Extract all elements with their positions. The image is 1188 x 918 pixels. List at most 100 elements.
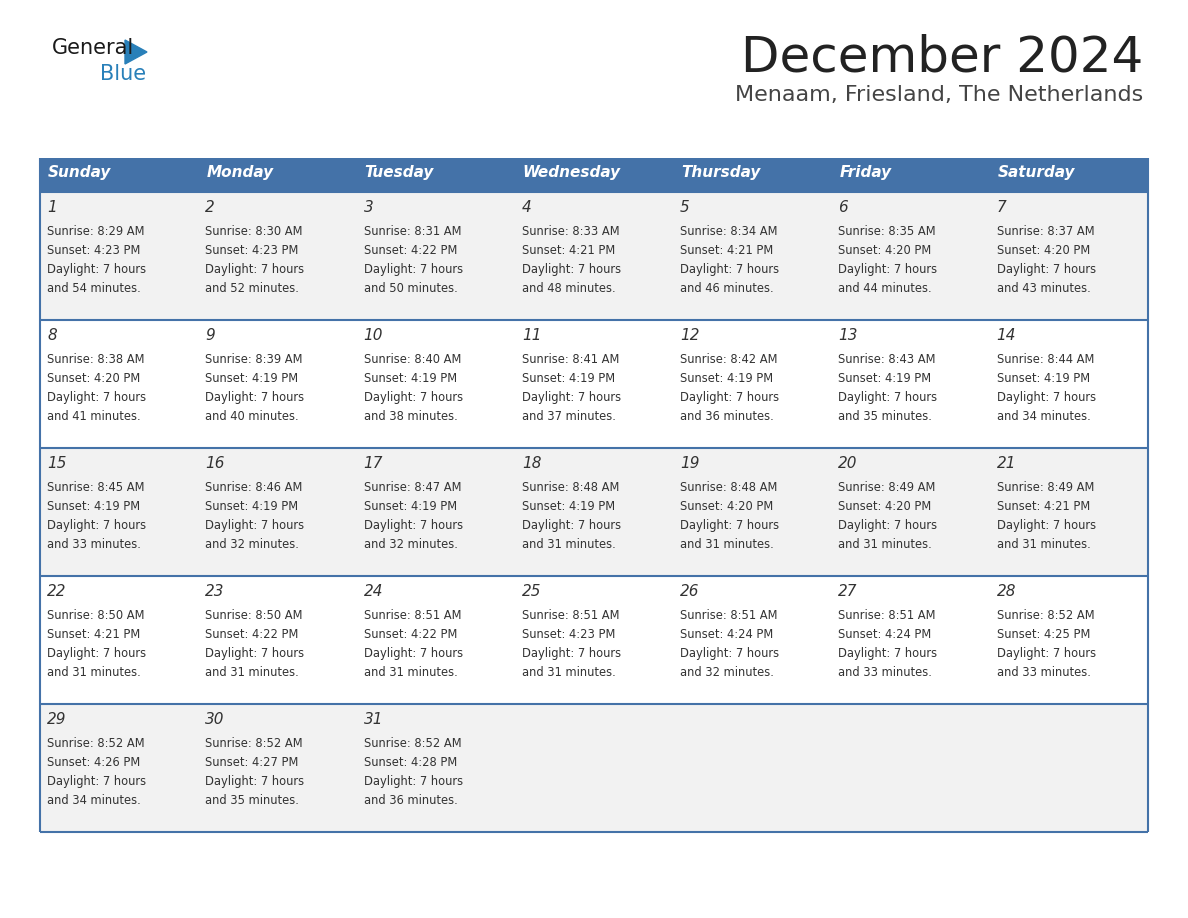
Text: Sunset: 4:19 PM: Sunset: 4:19 PM xyxy=(522,372,615,385)
Text: Tuesday: Tuesday xyxy=(365,165,434,180)
Bar xyxy=(198,192,356,320)
Text: and 38 minutes.: and 38 minutes. xyxy=(364,410,457,423)
Bar xyxy=(40,320,198,448)
Text: Wednesday: Wednesday xyxy=(523,165,621,180)
Text: Menaam, Friesland, The Netherlands: Menaam, Friesland, The Netherlands xyxy=(734,85,1143,105)
Text: Sunrise: 8:42 AM: Sunrise: 8:42 AM xyxy=(681,353,778,366)
Bar xyxy=(40,448,198,576)
Text: Sunset: 4:22 PM: Sunset: 4:22 PM xyxy=(364,244,457,257)
Text: Monday: Monday xyxy=(207,165,273,180)
Text: Daylight: 7 hours: Daylight: 7 hours xyxy=(522,263,621,276)
Text: Sunrise: 8:49 AM: Sunrise: 8:49 AM xyxy=(839,481,936,494)
Text: Friday: Friday xyxy=(840,165,891,180)
Text: and 32 minutes.: and 32 minutes. xyxy=(364,538,457,551)
Text: Sunrise: 8:44 AM: Sunrise: 8:44 AM xyxy=(997,353,1094,366)
Text: Daylight: 7 hours: Daylight: 7 hours xyxy=(681,519,779,532)
Text: Daylight: 7 hours: Daylight: 7 hours xyxy=(522,647,621,660)
Polygon shape xyxy=(125,40,147,64)
Text: Sunset: 4:25 PM: Sunset: 4:25 PM xyxy=(997,628,1091,641)
Text: Sunset: 4:20 PM: Sunset: 4:20 PM xyxy=(48,372,140,385)
Text: 31: 31 xyxy=(364,712,383,727)
Text: Daylight: 7 hours: Daylight: 7 hours xyxy=(364,263,462,276)
Text: Sunrise: 8:43 AM: Sunrise: 8:43 AM xyxy=(839,353,936,366)
Bar xyxy=(990,576,1148,704)
Text: and 31 minutes.: and 31 minutes. xyxy=(48,666,140,679)
Text: 25: 25 xyxy=(522,584,542,599)
Text: Daylight: 7 hours: Daylight: 7 hours xyxy=(839,647,937,660)
Text: 5: 5 xyxy=(681,200,690,215)
Text: Sunrise: 8:52 AM: Sunrise: 8:52 AM xyxy=(997,609,1094,622)
Text: Sunset: 4:20 PM: Sunset: 4:20 PM xyxy=(681,500,773,513)
Text: and 41 minutes.: and 41 minutes. xyxy=(48,410,140,423)
Text: Daylight: 7 hours: Daylight: 7 hours xyxy=(522,519,621,532)
Text: Daylight: 7 hours: Daylight: 7 hours xyxy=(364,647,462,660)
Text: Sunrise: 8:52 AM: Sunrise: 8:52 AM xyxy=(206,737,303,750)
Text: 9: 9 xyxy=(206,328,215,343)
Text: 30: 30 xyxy=(206,712,225,727)
Text: Sunset: 4:21 PM: Sunset: 4:21 PM xyxy=(48,628,140,641)
Bar xyxy=(674,192,832,320)
Text: Sunrise: 8:49 AM: Sunrise: 8:49 AM xyxy=(997,481,1094,494)
Text: and 37 minutes.: and 37 minutes. xyxy=(522,410,615,423)
Text: Daylight: 7 hours: Daylight: 7 hours xyxy=(206,775,304,788)
Text: Sunday: Sunday xyxy=(48,165,112,180)
Bar xyxy=(40,576,198,704)
Text: 28: 28 xyxy=(997,584,1016,599)
Text: Sunset: 4:19 PM: Sunset: 4:19 PM xyxy=(206,500,298,513)
Text: 2: 2 xyxy=(206,200,215,215)
Text: Sunset: 4:19 PM: Sunset: 4:19 PM xyxy=(522,500,615,513)
Bar xyxy=(674,158,832,192)
Text: 8: 8 xyxy=(48,328,57,343)
Text: 13: 13 xyxy=(839,328,858,343)
Text: Sunrise: 8:39 AM: Sunrise: 8:39 AM xyxy=(206,353,303,366)
Text: Sunrise: 8:35 AM: Sunrise: 8:35 AM xyxy=(839,225,936,238)
Text: 22: 22 xyxy=(48,584,67,599)
Bar xyxy=(832,158,990,192)
Text: Daylight: 7 hours: Daylight: 7 hours xyxy=(364,391,462,404)
Text: Sunrise: 8:50 AM: Sunrise: 8:50 AM xyxy=(206,609,303,622)
Text: Daylight: 7 hours: Daylight: 7 hours xyxy=(997,647,1095,660)
Text: Daylight: 7 hours: Daylight: 7 hours xyxy=(48,263,146,276)
Text: Daylight: 7 hours: Daylight: 7 hours xyxy=(48,519,146,532)
Text: Sunrise: 8:34 AM: Sunrise: 8:34 AM xyxy=(681,225,778,238)
Bar xyxy=(514,704,674,832)
Bar xyxy=(514,576,674,704)
Text: and 50 minutes.: and 50 minutes. xyxy=(364,282,457,295)
Text: Sunset: 4:19 PM: Sunset: 4:19 PM xyxy=(206,372,298,385)
Text: and 54 minutes.: and 54 minutes. xyxy=(48,282,140,295)
Text: Sunrise: 8:50 AM: Sunrise: 8:50 AM xyxy=(48,609,145,622)
Bar xyxy=(990,704,1148,832)
Text: Sunset: 4:20 PM: Sunset: 4:20 PM xyxy=(997,244,1089,257)
Text: Sunset: 4:20 PM: Sunset: 4:20 PM xyxy=(839,244,931,257)
Bar xyxy=(832,320,990,448)
Text: Daylight: 7 hours: Daylight: 7 hours xyxy=(997,519,1095,532)
Text: and 40 minutes.: and 40 minutes. xyxy=(206,410,299,423)
Bar xyxy=(990,158,1148,192)
Bar xyxy=(832,448,990,576)
Text: 11: 11 xyxy=(522,328,542,343)
Text: Sunset: 4:27 PM: Sunset: 4:27 PM xyxy=(206,756,298,769)
Text: 29: 29 xyxy=(48,712,67,727)
Bar xyxy=(40,158,198,192)
Bar xyxy=(356,448,514,576)
Bar xyxy=(40,704,198,832)
Text: and 34 minutes.: and 34 minutes. xyxy=(997,410,1091,423)
Text: Daylight: 7 hours: Daylight: 7 hours xyxy=(48,391,146,404)
Text: Saturday: Saturday xyxy=(998,165,1075,180)
Text: December 2024: December 2024 xyxy=(741,33,1143,81)
Bar xyxy=(198,320,356,448)
Bar xyxy=(356,576,514,704)
Text: Daylight: 7 hours: Daylight: 7 hours xyxy=(522,391,621,404)
Text: and 52 minutes.: and 52 minutes. xyxy=(206,282,299,295)
Text: 16: 16 xyxy=(206,456,225,471)
Text: Sunrise: 8:41 AM: Sunrise: 8:41 AM xyxy=(522,353,619,366)
Bar xyxy=(198,576,356,704)
Text: Daylight: 7 hours: Daylight: 7 hours xyxy=(206,519,304,532)
Text: 23: 23 xyxy=(206,584,225,599)
Text: and 31 minutes.: and 31 minutes. xyxy=(839,538,933,551)
Bar xyxy=(356,192,514,320)
Text: Sunset: 4:19 PM: Sunset: 4:19 PM xyxy=(364,500,456,513)
Text: and 43 minutes.: and 43 minutes. xyxy=(997,282,1091,295)
Text: and 32 minutes.: and 32 minutes. xyxy=(206,538,299,551)
Text: Sunrise: 8:48 AM: Sunrise: 8:48 AM xyxy=(681,481,777,494)
